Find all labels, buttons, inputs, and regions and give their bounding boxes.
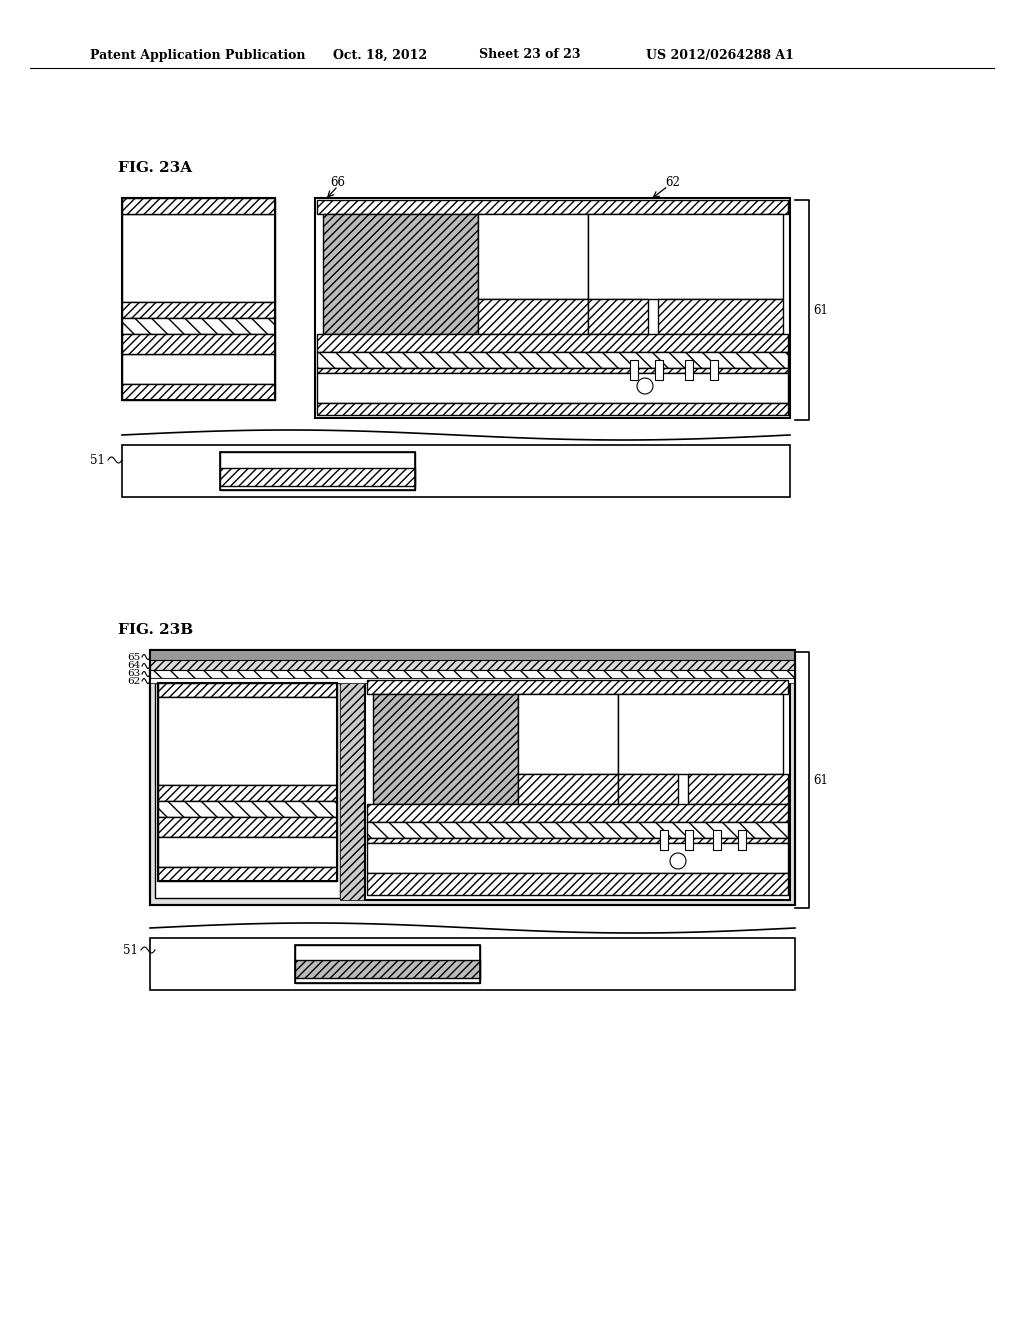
Text: Sheet 23 of 23: Sheet 23 of 23 bbox=[479, 49, 581, 62]
Bar bbox=[588, 214, 783, 300]
Text: 51: 51 bbox=[90, 454, 105, 466]
Bar bbox=[158, 697, 337, 785]
Bar bbox=[220, 469, 415, 486]
Bar bbox=[323, 214, 478, 334]
Bar bbox=[295, 945, 480, 983]
Bar bbox=[122, 384, 275, 400]
Text: US 2012/0264288 A1: US 2012/0264288 A1 bbox=[646, 49, 794, 62]
Text: 51: 51 bbox=[123, 944, 138, 957]
Bar bbox=[158, 837, 337, 867]
Text: 61: 61 bbox=[813, 774, 827, 787]
Bar bbox=[295, 945, 480, 983]
Bar bbox=[518, 694, 618, 774]
Bar bbox=[688, 774, 788, 804]
Bar bbox=[150, 678, 795, 682]
Bar bbox=[158, 682, 337, 697]
Bar bbox=[122, 354, 275, 384]
Bar bbox=[317, 403, 788, 414]
Bar bbox=[220, 451, 415, 490]
Bar bbox=[315, 198, 790, 418]
Bar bbox=[122, 334, 275, 354]
Text: Oct. 18, 2012: Oct. 18, 2012 bbox=[333, 49, 427, 62]
Text: FIG. 23A: FIG. 23A bbox=[118, 161, 193, 176]
Text: 64: 64 bbox=[127, 661, 140, 671]
Bar bbox=[367, 680, 788, 694]
Bar bbox=[367, 843, 788, 873]
Bar bbox=[150, 649, 795, 906]
Bar bbox=[122, 198, 275, 214]
Bar bbox=[122, 445, 790, 498]
Bar bbox=[367, 804, 788, 822]
Bar bbox=[150, 671, 795, 678]
Bar bbox=[317, 334, 788, 352]
Bar bbox=[518, 774, 618, 804]
Text: Patent Application Publication: Patent Application Publication bbox=[90, 49, 305, 62]
Bar bbox=[478, 300, 588, 334]
Bar bbox=[122, 318, 275, 334]
Text: FIG. 23B: FIG. 23B bbox=[118, 623, 194, 638]
Bar bbox=[295, 960, 480, 978]
Bar bbox=[713, 830, 721, 850]
Bar bbox=[317, 352, 788, 368]
Bar bbox=[158, 801, 337, 817]
Text: 65: 65 bbox=[127, 652, 140, 661]
Bar bbox=[150, 649, 795, 660]
Bar bbox=[317, 201, 788, 214]
Bar bbox=[630, 360, 638, 380]
Bar bbox=[685, 360, 693, 380]
Bar bbox=[155, 682, 340, 898]
Bar bbox=[150, 649, 795, 906]
Bar bbox=[618, 694, 783, 774]
Bar bbox=[158, 817, 337, 837]
Bar bbox=[158, 867, 337, 880]
Text: 61: 61 bbox=[813, 304, 827, 317]
Bar bbox=[317, 374, 788, 403]
Bar bbox=[158, 682, 337, 880]
Text: 66: 66 bbox=[330, 177, 345, 190]
Text: 62: 62 bbox=[665, 177, 680, 190]
Text: 62: 62 bbox=[127, 676, 140, 685]
Bar bbox=[122, 302, 275, 318]
Text: 63: 63 bbox=[127, 669, 140, 678]
Bar bbox=[122, 198, 275, 400]
Bar bbox=[618, 774, 678, 804]
Circle shape bbox=[637, 378, 653, 393]
Bar bbox=[367, 838, 788, 843]
Bar bbox=[367, 873, 788, 895]
Bar bbox=[478, 214, 588, 300]
Bar bbox=[158, 785, 337, 801]
Bar bbox=[340, 678, 365, 900]
Bar bbox=[367, 822, 788, 838]
Bar bbox=[660, 830, 668, 850]
Bar bbox=[150, 660, 795, 671]
Bar bbox=[738, 830, 746, 850]
Bar bbox=[340, 678, 365, 900]
Bar bbox=[658, 300, 783, 334]
Bar bbox=[373, 694, 518, 804]
Bar bbox=[220, 451, 415, 490]
Bar bbox=[150, 939, 795, 990]
Bar bbox=[655, 360, 663, 380]
Bar bbox=[685, 830, 693, 850]
Bar bbox=[365, 678, 790, 900]
Bar bbox=[317, 368, 788, 374]
Bar bbox=[588, 300, 648, 334]
Circle shape bbox=[670, 853, 686, 869]
Bar bbox=[122, 214, 275, 302]
Bar bbox=[710, 360, 718, 380]
